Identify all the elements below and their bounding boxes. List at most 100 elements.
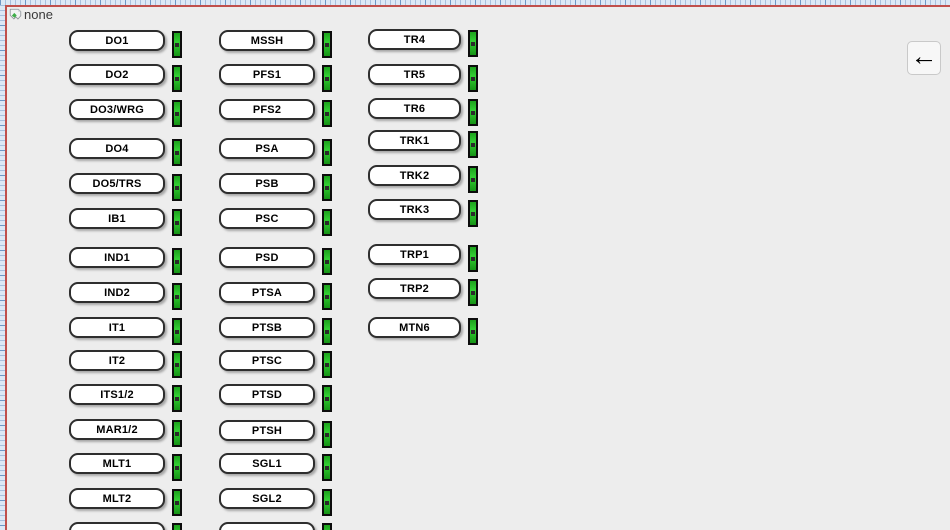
led-center-dot: [471, 290, 475, 295]
led-center-dot: [325, 465, 329, 470]
panel-button-do3-wrg[interactable]: DO3/WRG: [69, 99, 165, 120]
led-center-dot: [471, 110, 475, 115]
back-button[interactable]: ←: [907, 41, 941, 75]
status-led-do2: [172, 65, 182, 92]
status-led-tr6: [468, 99, 478, 126]
panel-button-label: TR4: [403, 33, 426, 46]
led-center-dot: [175, 329, 179, 334]
panel-button-label: MLT1: [102, 457, 132, 470]
panel-button-label: PTSD: [251, 388, 283, 401]
status-led-it1: [172, 318, 182, 345]
status-led-ptsd: [322, 385, 332, 412]
status-led-psd: [322, 248, 332, 275]
panel-button-pfs1[interactable]: PFS1: [219, 64, 315, 85]
panel-button-do4[interactable]: DO4: [69, 138, 165, 159]
led-center-dot: [325, 150, 329, 155]
panel-button-ind2[interactable]: IND2: [69, 282, 165, 303]
panel-button-trk1[interactable]: TRK1: [368, 130, 461, 151]
panel-button-label: SGL2: [252, 492, 282, 505]
panel-button-psc[interactable]: PSC: [219, 208, 315, 229]
canvas-border-top: [5, 5, 950, 7]
led-center-dot: [175, 185, 179, 190]
panel-button-tr6[interactable]: TR6: [368, 98, 461, 119]
led-center-dot: [325, 294, 329, 299]
panel-button-label: SGL1: [252, 457, 282, 470]
back-arrow-icon: ←: [910, 41, 938, 71]
panel-button-label: PSB: [255, 177, 279, 190]
panel-button-ib1[interactable]: IB1: [69, 208, 165, 229]
panel-button-ptsh[interactable]: PTSH: [219, 420, 315, 441]
led-center-dot: [471, 211, 475, 216]
led-center-dot: [175, 465, 179, 470]
panel-button-label: IND2: [104, 286, 130, 299]
panel-button-ptsb[interactable]: PTSB: [219, 317, 315, 338]
panel-button-label: PSD: [255, 251, 279, 264]
panel-button-pfs2[interactable]: PFS2: [219, 99, 315, 120]
panel-button-label: TRK3: [399, 203, 430, 216]
panel-button-label: TR5: [403, 68, 426, 81]
panel-button-partial[interactable]: [219, 522, 315, 530]
panel-button-label: MSSH: [250, 34, 284, 47]
placeholder-alt-text: none: [24, 7, 53, 22]
panel-button-trk2[interactable]: TRK2: [368, 165, 461, 186]
status-led-mar1-2: [172, 420, 182, 447]
panel-button-ind1[interactable]: IND1: [69, 247, 165, 268]
panel-button-label: PFS1: [252, 68, 282, 81]
status-led-ind1: [172, 248, 182, 275]
panel-button-label: PSC: [255, 212, 279, 225]
panel-button-trp2[interactable]: TRP2: [368, 278, 461, 299]
panel-button-mar1-2[interactable]: MAR1/2: [69, 419, 165, 440]
panel-button-mlt1[interactable]: MLT1: [69, 453, 165, 474]
led-center-dot: [325, 432, 329, 437]
panel-button-mlt2[interactable]: MLT2: [69, 488, 165, 509]
led-center-dot: [175, 396, 179, 401]
led-center-dot: [175, 500, 179, 505]
status-led-mtn6: [468, 318, 478, 345]
panel-button-tr5[interactable]: TR5: [368, 64, 461, 85]
panel-button-trp1[interactable]: TRP1: [368, 244, 461, 265]
led-center-dot: [175, 220, 179, 225]
panel-button-ptsd[interactable]: PTSD: [219, 384, 315, 405]
panel-button-do1[interactable]: DO1: [69, 30, 165, 51]
status-led-it2: [172, 351, 182, 378]
panel-button-it2[interactable]: IT2: [69, 350, 165, 371]
panel-button-psa[interactable]: PSA: [219, 138, 315, 159]
panel-button-psb[interactable]: PSB: [219, 173, 315, 194]
panel-button-do5-trs[interactable]: DO5/TRS: [69, 173, 165, 194]
panel-button-label: TR6: [403, 102, 426, 115]
status-led-its1-2: [172, 385, 182, 412]
led-center-dot: [175, 294, 179, 299]
panel-button-mssh[interactable]: MSSH: [219, 30, 315, 51]
panel-button-label: TRP1: [400, 248, 429, 261]
panel-button-label: TRP2: [400, 282, 429, 295]
panel-button-do2[interactable]: DO2: [69, 64, 165, 85]
led-center-dot: [325, 259, 329, 264]
status-led-sgl1: [322, 454, 332, 481]
panel-button-label: IND1: [104, 251, 130, 264]
led-center-dot: [471, 41, 475, 46]
led-center-dot: [325, 220, 329, 225]
status-led-trk1: [468, 131, 478, 158]
status-led-do1: [172, 31, 182, 58]
panel-button-psd[interactable]: PSD: [219, 247, 315, 268]
led-center-dot: [175, 42, 179, 47]
led-center-dot: [175, 431, 179, 436]
panel-button-it1[interactable]: IT1: [69, 317, 165, 338]
panel-button-ptsc[interactable]: PTSC: [219, 350, 315, 371]
panel-button-trk3[interactable]: TRK3: [368, 199, 461, 220]
status-led-tr5: [468, 65, 478, 92]
panel-button-tr4[interactable]: TR4: [368, 29, 461, 50]
broken-image-icon: [9, 8, 22, 20]
status-led-psc: [322, 209, 332, 236]
panel-button-mtn6[interactable]: MTN6: [368, 317, 461, 338]
status-led-ib1: [172, 209, 182, 236]
panel-button-sgl1[interactable]: SGL1: [219, 453, 315, 474]
led-center-dot: [471, 142, 475, 147]
panel-button-sgl2[interactable]: SGL2: [219, 488, 315, 509]
panel-button-label: PTSC: [251, 354, 283, 367]
status-led-sgl2: [322, 489, 332, 516]
panel-button-partial[interactable]: [69, 522, 165, 530]
status-led-ptsa: [322, 283, 332, 310]
panel-button-ptsa[interactable]: PTSA: [219, 282, 315, 303]
panel-button-its1-2[interactable]: ITS1/2: [69, 384, 165, 405]
